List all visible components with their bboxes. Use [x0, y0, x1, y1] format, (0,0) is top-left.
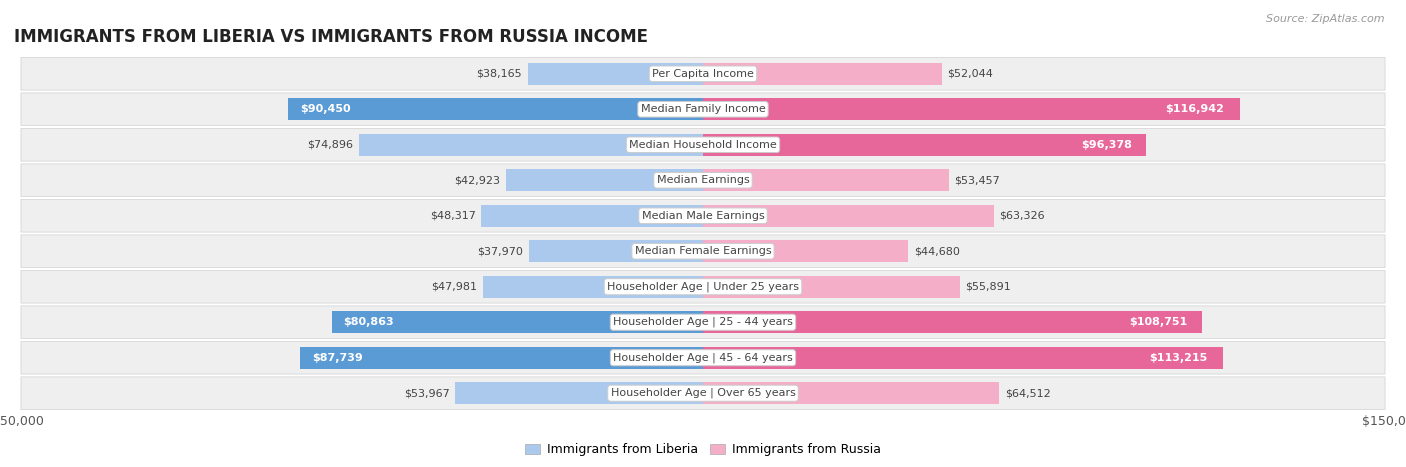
Text: $53,457: $53,457 — [955, 175, 1000, 185]
Bar — [529, 240, 703, 262]
Text: Householder Age | Under 25 years: Householder Age | Under 25 years — [607, 282, 799, 292]
Bar — [703, 276, 960, 298]
Bar — [703, 98, 1240, 120]
Text: $90,450: $90,450 — [299, 104, 350, 114]
FancyBboxPatch shape — [21, 270, 1385, 303]
Text: $44,680: $44,680 — [914, 246, 960, 256]
Text: $42,923: $42,923 — [454, 175, 501, 185]
FancyBboxPatch shape — [21, 306, 1385, 339]
Bar — [359, 134, 703, 156]
Bar — [481, 205, 703, 227]
Text: $64,512: $64,512 — [1005, 388, 1050, 398]
FancyBboxPatch shape — [21, 164, 1385, 197]
Text: $63,326: $63,326 — [1000, 211, 1045, 221]
Text: $38,165: $38,165 — [477, 69, 522, 79]
Text: $96,378: $96,378 — [1081, 140, 1132, 150]
Text: $116,942: $116,942 — [1166, 104, 1225, 114]
Bar — [482, 276, 703, 298]
FancyBboxPatch shape — [21, 377, 1385, 410]
Bar — [506, 169, 703, 191]
Legend: Immigrants from Liberia, Immigrants from Russia: Immigrants from Liberia, Immigrants from… — [520, 439, 886, 461]
Text: Median Earnings: Median Earnings — [657, 175, 749, 185]
Text: $74,896: $74,896 — [308, 140, 353, 150]
Text: Householder Age | 25 - 44 years: Householder Age | 25 - 44 years — [613, 317, 793, 327]
Bar — [456, 382, 703, 404]
Text: $108,751: $108,751 — [1129, 317, 1188, 327]
Bar — [527, 63, 703, 85]
Text: Median Male Earnings: Median Male Earnings — [641, 211, 765, 221]
Text: $48,317: $48,317 — [430, 211, 475, 221]
Text: Per Capita Income: Per Capita Income — [652, 69, 754, 79]
Bar — [703, 134, 1146, 156]
Bar — [299, 347, 703, 369]
Text: Householder Age | 45 - 64 years: Householder Age | 45 - 64 years — [613, 353, 793, 363]
Text: $47,981: $47,981 — [432, 282, 477, 292]
Bar — [703, 240, 908, 262]
Text: $37,970: $37,970 — [477, 246, 523, 256]
FancyBboxPatch shape — [21, 57, 1385, 90]
Text: $53,967: $53,967 — [404, 388, 450, 398]
FancyBboxPatch shape — [21, 341, 1385, 374]
Bar — [703, 63, 942, 85]
Text: Source: ZipAtlas.com: Source: ZipAtlas.com — [1267, 14, 1385, 24]
Bar — [332, 311, 703, 333]
FancyBboxPatch shape — [21, 199, 1385, 232]
Text: $113,215: $113,215 — [1149, 353, 1208, 363]
Text: IMMIGRANTS FROM LIBERIA VS IMMIGRANTS FROM RUSSIA INCOME: IMMIGRANTS FROM LIBERIA VS IMMIGRANTS FR… — [14, 28, 648, 46]
Text: Median Family Income: Median Family Income — [641, 104, 765, 114]
Bar — [703, 169, 949, 191]
Text: Median Household Income: Median Household Income — [628, 140, 778, 150]
Text: Householder Age | Over 65 years: Householder Age | Over 65 years — [610, 388, 796, 398]
Bar — [703, 205, 994, 227]
Bar — [288, 98, 703, 120]
FancyBboxPatch shape — [21, 235, 1385, 268]
FancyBboxPatch shape — [21, 93, 1385, 126]
Text: $87,739: $87,739 — [312, 353, 363, 363]
Bar — [703, 347, 1223, 369]
Bar — [703, 382, 1000, 404]
FancyBboxPatch shape — [21, 128, 1385, 161]
Text: Median Female Earnings: Median Female Earnings — [634, 246, 772, 256]
Text: $52,044: $52,044 — [948, 69, 994, 79]
Text: $80,863: $80,863 — [343, 317, 394, 327]
Text: $55,891: $55,891 — [965, 282, 1011, 292]
Bar — [703, 311, 1202, 333]
